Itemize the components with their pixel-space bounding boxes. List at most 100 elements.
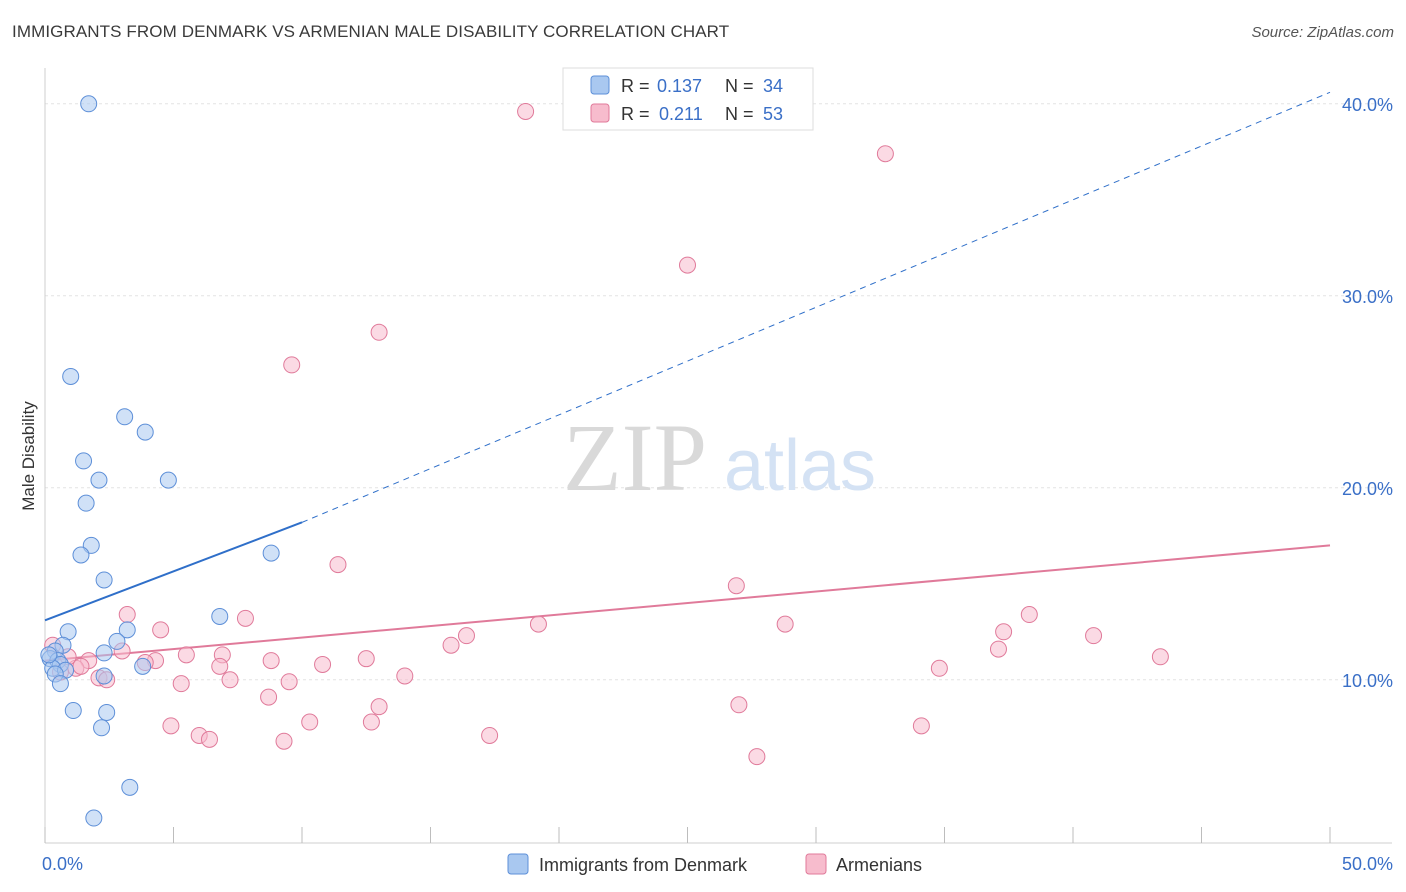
series-legend-label-denmark: Immigrants from Denmark (539, 855, 748, 875)
point-armenians-44 (162, 717, 180, 735)
point-armenians-9 (1020, 606, 1038, 624)
point-denmark-0 (80, 95, 98, 113)
point-armenians-1 (876, 145, 894, 163)
point-armenians-3 (370, 323, 388, 341)
point-denmark-9 (72, 546, 90, 564)
point-armenians-30 (211, 657, 229, 675)
trend-lines (44, 91, 1331, 662)
legend-r-label-2: R = (621, 104, 650, 124)
point-denmark-5 (90, 471, 108, 489)
y-tick-label-1: 20.0% (1342, 479, 1393, 499)
x-tick-labels: 0.0% 50.0% (42, 854, 1393, 874)
series-legend-label-armenians: Armenians (836, 855, 922, 875)
x-tick-label-0: 0.0% (42, 854, 83, 874)
point-armenians-24 (262, 652, 280, 670)
point-armenians-15 (1085, 627, 1103, 645)
y-axis-label: Male Disability (19, 401, 38, 511)
point-denmark-15 (108, 632, 126, 650)
point-armenians-45 (912, 717, 930, 735)
point-armenians-38 (280, 673, 298, 691)
point-armenians-6 (727, 577, 745, 595)
point-denmark-26 (95, 667, 113, 685)
legend-swatch-denmark (590, 75, 610, 95)
legend-r-label-1: R = (621, 76, 650, 96)
legend-r-value-1: 0.137 (657, 76, 702, 96)
point-armenians-0 (517, 102, 535, 120)
point-armenians-10 (529, 615, 547, 633)
point-armenians-41 (370, 698, 388, 716)
point-armenians-13 (995, 623, 1013, 641)
source-label: Source: ZipAtlas.com (1251, 24, 1394, 41)
point-denmark-14 (118, 621, 136, 639)
y-tick-label-2: 30.0% (1342, 287, 1393, 307)
point-armenians-20 (177, 646, 195, 664)
series-legend-swatch-armenians (805, 853, 827, 875)
point-armenians-8 (236, 609, 254, 627)
trend-line-armenians (44, 544, 1331, 662)
point-denmark-29 (98, 703, 116, 721)
point-armenians-4 (283, 356, 301, 374)
point-armenians-17 (989, 640, 1007, 658)
axes (44, 68, 1392, 844)
point-armenians-43 (362, 713, 380, 731)
point-denmark-11 (95, 571, 113, 589)
point-denmark-10 (262, 544, 280, 562)
point-denmark-31 (121, 778, 139, 796)
point-denmark-6 (159, 471, 177, 489)
point-armenians-50 (748, 748, 766, 766)
point-denmark-3 (136, 423, 154, 441)
grid-lines (45, 103, 1392, 681)
point-denmark-18 (95, 644, 113, 662)
point-armenians-11 (776, 615, 794, 633)
data-points (40, 95, 1169, 827)
legend-r-value-2: 0.211 (659, 104, 703, 124)
legend-n-value-1: 34 (763, 76, 783, 96)
point-denmark-33 (40, 646, 58, 664)
legend-n-label-2: N = (725, 104, 754, 124)
point-armenians-16 (442, 636, 460, 654)
y-tick-labels: 10.0% 20.0% 30.0% 40.0% (1342, 95, 1393, 691)
point-armenians-14 (457, 627, 475, 645)
point-armenians-39 (260, 688, 278, 706)
point-armenians-40 (730, 696, 748, 714)
watermark-atlas: atlas (724, 426, 876, 506)
point-armenians-49 (275, 732, 293, 750)
point-denmark-28 (64, 702, 82, 720)
point-denmark-1 (62, 367, 80, 385)
y-tick-label-3: 40.0% (1342, 95, 1393, 115)
point-armenians-37 (172, 675, 190, 693)
legend-n-value-2: 53 (763, 104, 783, 124)
point-armenians-33 (396, 667, 414, 685)
point-armenians-2 (679, 256, 696, 274)
legend-n-label-1: N = (725, 76, 754, 96)
series-legend-swatch-denmark (507, 853, 529, 875)
point-armenians-12 (152, 621, 170, 639)
point-armenians-48 (200, 730, 218, 748)
point-denmark-32 (85, 809, 103, 827)
point-denmark-12 (211, 607, 229, 625)
watermark-zip: ZIP (563, 404, 707, 511)
point-denmark-4 (75, 452, 93, 470)
point-armenians-7 (118, 606, 136, 624)
point-denmark-2 (116, 408, 134, 426)
point-armenians-28 (314, 655, 332, 673)
point-armenians-47 (481, 726, 499, 744)
point-denmark-7 (77, 494, 95, 512)
legend-swatch-armenians (590, 103, 610, 123)
trend-line-denmark-solid (44, 521, 303, 622)
point-armenians-29 (930, 659, 948, 677)
series-legend: Immigrants from Denmark Armenians (507, 853, 922, 875)
point-denmark-23 (134, 657, 152, 675)
point-armenians-22 (357, 650, 375, 668)
point-armenians-5 (329, 556, 347, 574)
point-denmark-27 (51, 675, 69, 693)
point-armenians-42 (301, 713, 319, 731)
trend-line-denmark-dashed (301, 91, 1331, 523)
x-tick-label-1: 50.0% (1342, 854, 1393, 874)
stats-legend: R = 0.137 N = 34 R = 0.211 N = 53 (562, 67, 814, 131)
point-armenians-36 (221, 671, 239, 689)
chart-title: IMMIGRANTS FROM DENMARK VS ARMENIAN MALE… (12, 22, 730, 41)
point-armenians-23 (1151, 648, 1169, 666)
point-denmark-30 (93, 719, 111, 737)
